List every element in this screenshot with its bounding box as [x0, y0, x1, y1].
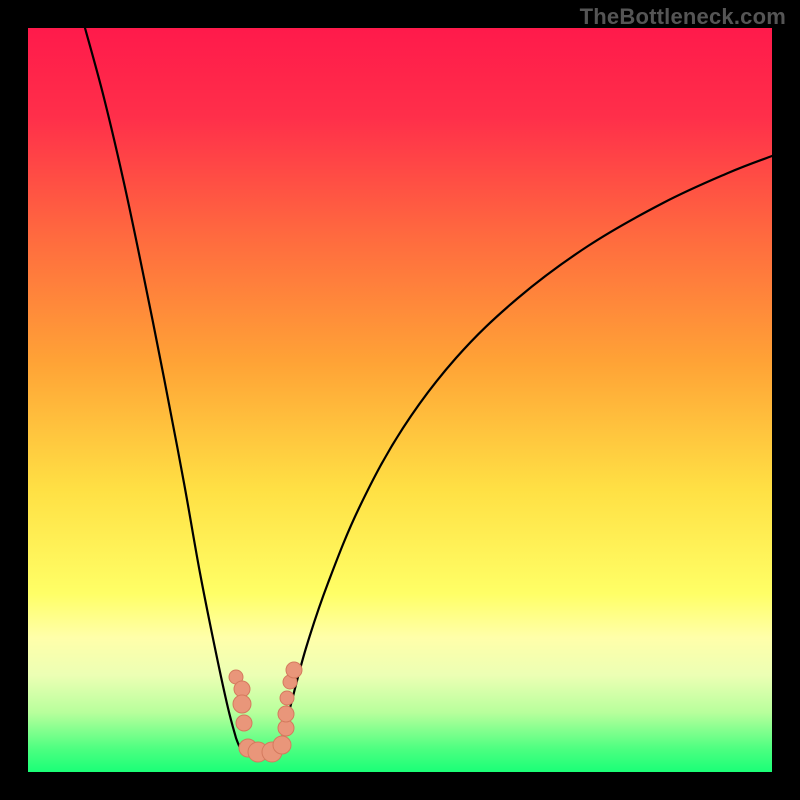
- plot-area: [28, 28, 772, 772]
- valley-marker: [233, 695, 251, 713]
- outer-frame: TheBottleneck.com: [0, 0, 800, 800]
- watermark-text: TheBottleneck.com: [580, 4, 786, 30]
- valley-marker: [286, 662, 302, 678]
- gradient-background: [28, 28, 772, 772]
- chart-svg: [28, 28, 772, 772]
- valley-marker: [236, 715, 252, 731]
- valley-marker: [273, 736, 291, 754]
- valley-marker: [278, 706, 294, 722]
- valley-marker: [280, 691, 294, 705]
